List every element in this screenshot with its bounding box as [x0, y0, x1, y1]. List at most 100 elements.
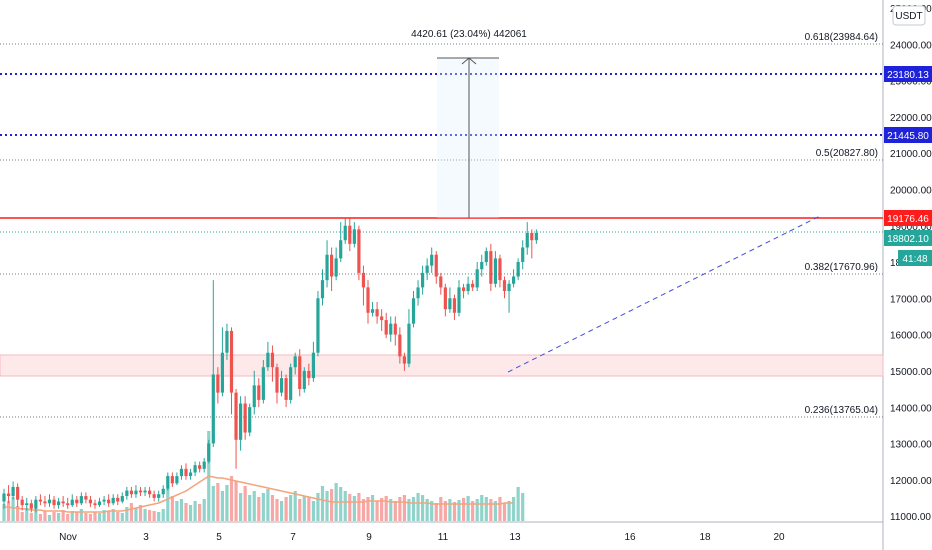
volume-bar [66, 514, 70, 521]
volume-bar [407, 499, 411, 521]
volume-bar [102, 510, 106, 521]
candle-body [416, 287, 420, 299]
price-tick-label: 23000.00 [890, 77, 932, 88]
candle-body [366, 287, 370, 313]
candle-body [530, 232, 534, 241]
candle-body [211, 374, 215, 444]
volume-bar [61, 510, 65, 521]
time-axis[interactable]: Nov 3 5 7 9 11 13 16 18 20 [59, 532, 785, 543]
volume-bar [521, 493, 525, 521]
candle-body [430, 254, 434, 266]
candle-body [148, 490, 152, 495]
candle-body [75, 499, 79, 504]
ascending-trendline[interactable] [507, 214, 823, 373]
volume-bar [389, 499, 393, 521]
volume-bar [516, 487, 520, 521]
volume-bar [170, 496, 174, 521]
volume-bar [320, 486, 325, 521]
volume-bar [229, 476, 234, 521]
candle-body [461, 287, 466, 292]
volume-bar [120, 513, 124, 521]
candle-body [311, 352, 315, 379]
candle-body [334, 258, 338, 277]
candle-body [61, 501, 65, 504]
candle-body [234, 392, 238, 440]
volume-bars [2, 431, 525, 521]
candle-body [252, 385, 256, 408]
time-tick-label: 13 [509, 532, 521, 543]
fib-0236-label: 0.236(13765.04) [805, 405, 878, 416]
candle-body [384, 320, 388, 335]
volume-bar [225, 485, 229, 521]
candle-body [220, 352, 224, 393]
volume-bar [480, 495, 484, 521]
volume-bar [384, 496, 388, 521]
volume-bar [393, 501, 397, 521]
volume-bar [184, 503, 188, 521]
candle-body [448, 298, 452, 310]
candle-body [270, 352, 275, 368]
volume-bar [343, 491, 347, 521]
candle-body [411, 298, 416, 324]
last-price-badge-bg [884, 230, 932, 246]
candle-body [425, 265, 429, 273]
volume-bar [366, 497, 370, 521]
candle-body [107, 499, 111, 504]
candle-body [225, 330, 229, 353]
volume-bar [188, 505, 193, 521]
candle-body [229, 330, 234, 393]
volume-bar [166, 489, 170, 521]
volume-bar [316, 493, 320, 521]
volume-bar [443, 501, 447, 521]
candle-body [266, 352, 270, 368]
candle-body [348, 225, 352, 244]
volume-bar [125, 507, 129, 521]
volume-bar [198, 504, 202, 521]
candle-body [16, 486, 20, 500]
volume-bar [38, 514, 42, 521]
volume-bar [330, 489, 334, 521]
currency-button-bg[interactable] [892, 5, 926, 26]
candle-body [493, 258, 497, 284]
candle-body [66, 503, 70, 506]
price-tick-label: 12000.00 [890, 476, 932, 487]
candle-body [43, 501, 47, 504]
candle-body [343, 225, 347, 241]
currency-button[interactable]: USDT [895, 11, 922, 22]
price-tick-label: 13000.00 [890, 440, 932, 451]
time-tick-label: 20 [773, 532, 785, 543]
support-zone [0, 354, 884, 377]
volume-bar [461, 498, 466, 521]
candle-body [207, 443, 211, 462]
volume-bar [175, 501, 179, 521]
candle-body [79, 496, 83, 504]
candle-body [475, 269, 479, 288]
candle-body [125, 490, 129, 497]
volume-bar [266, 489, 270, 521]
candle-body [138, 490, 143, 493]
candle-body [498, 258, 502, 281]
price-tick-label: 15000.00 [890, 367, 932, 378]
candle-body [339, 240, 343, 259]
volume-bar [448, 499, 452, 521]
volume-bar [261, 493, 265, 521]
candle-body [402, 356, 406, 364]
candle-body [84, 496, 88, 500]
candle-body [466, 283, 470, 292]
red-level-badge: 19176.46 [887, 214, 929, 225]
volume-bar [361, 499, 366, 521]
candle-body [516, 262, 520, 277]
candle-body [143, 490, 147, 493]
volume-bar [512, 497, 516, 521]
volume-bar [380, 498, 384, 521]
countdown-badge: 41:48 [902, 254, 927, 265]
candle-body [102, 499, 106, 502]
candle-body [361, 272, 366, 288]
candle-body [97, 501, 102, 506]
volume-bar [239, 493, 243, 521]
candle-body [484, 251, 488, 262]
price-tick-label: 21000.00 [890, 149, 932, 160]
candle-body [198, 465, 202, 469]
volume-bar [252, 491, 256, 521]
